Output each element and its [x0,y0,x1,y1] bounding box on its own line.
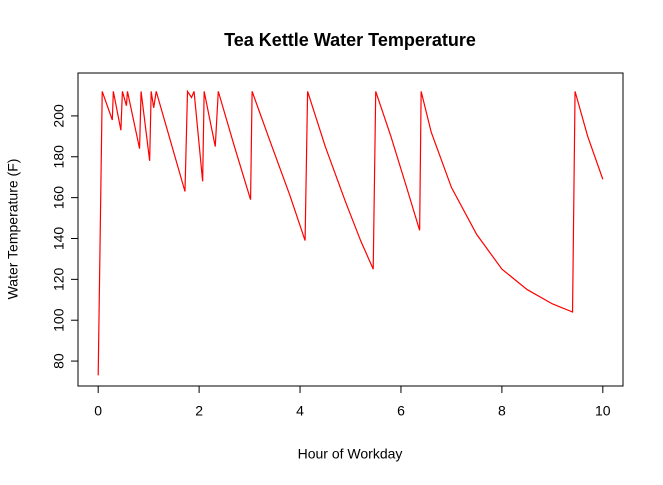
y-tick-label: 80 [51,353,67,369]
y-tick-label: 100 [51,308,67,332]
chart-title: Tea Kettle Water Temperature [224,30,476,50]
y-tick-label: 140 [51,227,67,251]
x-tick-label: 8 [498,403,506,419]
x-tick-label: 0 [94,403,102,419]
y-tick-label: 160 [51,186,67,210]
y-tick-label: 180 [51,145,67,169]
y-tick-label: 200 [51,104,67,128]
x-tick-label: 10 [595,403,611,419]
data-line [97,89,604,376]
y-axis-label: Water Temperature (F) [5,159,21,300]
x-tick-label: 6 [397,403,405,419]
x-axis-label: Hour of Workday [298,446,403,462]
plot-box [77,72,624,387]
y-tick-label: 120 [51,267,67,291]
x-tick-label: 2 [195,403,203,419]
x-tick-label: 4 [296,403,304,419]
